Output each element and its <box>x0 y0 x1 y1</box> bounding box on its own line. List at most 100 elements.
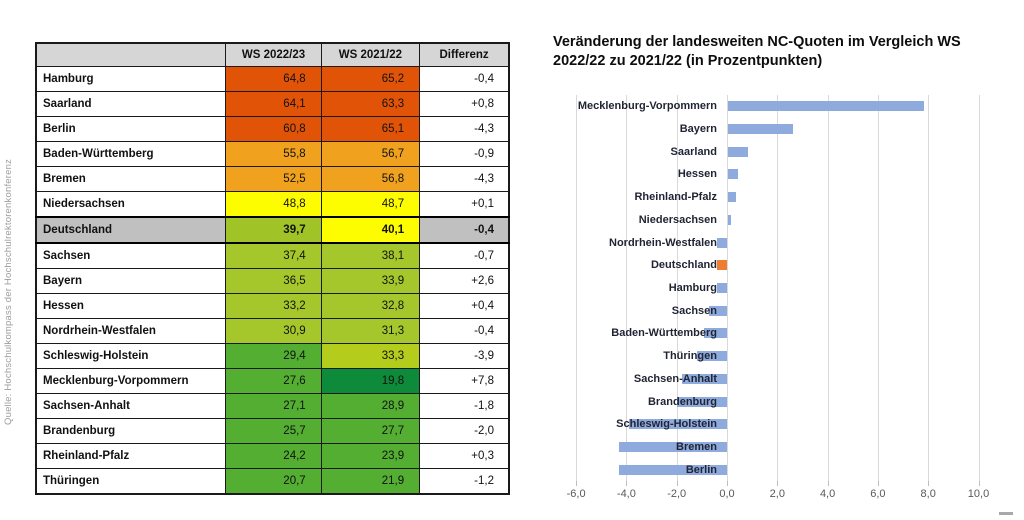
category-label: Hessen <box>677 168 717 181</box>
category-label: Brandenburg <box>647 395 717 408</box>
category-label: Saarland <box>670 145 717 158</box>
differenz-value-cell: -0,4 <box>419 318 510 344</box>
category-label: Bayern <box>679 123 717 136</box>
bar-chart-plot: -6,0 -4,0 -2,0 0,0 2,0 4,0 6,0 8,0 10,0 Mecklenbu… <box>553 95 1023 500</box>
bar-sachsen <box>709 305 727 316</box>
nc-table-body: Hamburg 64,8 65,2 -0,4 Saarland 64,1 63,3 +0,8 B… <box>35 66 510 495</box>
ws2021-22-value-cell: 33,3 <box>320 343 421 369</box>
axis-tick <box>676 481 678 486</box>
ws2021-22-value-cell: 48,7 <box>320 191 421 218</box>
table-row: Saarland 64,1 63,3 +0,8 <box>35 91 510 117</box>
bar-saarland <box>728 146 749 157</box>
category-label: Deutschland <box>650 259 717 272</box>
ws2022-23-value-cell: 39,7 <box>225 216 322 244</box>
bar-rheinland-pfalz <box>728 192 736 203</box>
differenz-value-cell: -4,3 <box>419 116 510 142</box>
gridline <box>978 95 980 481</box>
ws2022-23-value-cell: 55,8 <box>225 141 322 167</box>
x-axis-tick-label: -4,0 <box>616 488 636 500</box>
table-row: Bremen 52,5 56,8 -4,3 <box>35 166 510 192</box>
ws2022-23-value-cell: 24,2 <box>225 443 322 469</box>
axis-tick <box>576 481 578 486</box>
x-axis-tick-label: 2,0 <box>769 488 785 500</box>
column-header-state <box>35 42 227 67</box>
category-label: Bremen <box>676 440 717 453</box>
column-header-ws2021-22: WS 2021/22 <box>320 42 421 67</box>
axis-tick <box>777 481 779 486</box>
gridline <box>928 95 930 481</box>
axis-tick <box>928 481 930 486</box>
nc-quota-table: WS 2022/23 WS 2021/22 Differenz Hamburg 6… <box>35 42 510 495</box>
state-name-cell: Schleswig-Holstein <box>35 343 227 369</box>
table-row: Rheinland-Pfalz 24,2 23,9 +0,3 <box>35 443 510 469</box>
state-name-cell: Bayern <box>35 268 227 294</box>
state-name-cell: Rheinland-Pfalz <box>35 443 227 469</box>
source-note: Quelle: Hochschulkompass der Hochschulre… <box>3 158 14 426</box>
ws2022-23-value-cell: 64,8 <box>225 66 322 92</box>
ws2022-23-value-cell: 36,5 <box>225 268 322 294</box>
category-label: Schleswig-Holstein <box>616 418 717 431</box>
x-axis-tick-label: 0,0 <box>719 488 735 500</box>
category-label: Baden-Württemberg <box>611 327 717 340</box>
table-row: Sachsen 37,4 38,1 -0,7 <box>35 242 510 269</box>
legend-fragment <box>999 512 1013 515</box>
state-name-cell: Berlin <box>35 116 227 142</box>
differenz-value-cell: -0,7 <box>419 242 510 269</box>
bar-bremen <box>618 441 727 452</box>
state-name-cell: Saarland <box>35 91 227 117</box>
gridline <box>727 95 728 481</box>
bar-niedersachsen <box>728 214 731 225</box>
bar-schleswig-holstein <box>628 419 727 430</box>
differenz-value-cell: +7,8 <box>419 368 510 394</box>
table-row: Baden-Württemberg 55,8 56,7 -0,9 <box>35 141 510 167</box>
table-row: Berlin 60,8 65,1 -4,3 <box>35 116 510 142</box>
category-label: Thüringen <box>663 350 717 363</box>
differenz-value-cell: -4,3 <box>419 166 510 192</box>
ws2021-22-value-cell: 21,9 <box>320 468 421 495</box>
ws2021-22-value-cell: 19,8 <box>320 368 421 394</box>
table-row: Sachsen-Anhalt 27,1 28,9 -1,8 <box>35 393 510 419</box>
axis-tick <box>978 481 980 486</box>
x-axis-tick-label: 6,0 <box>870 488 886 500</box>
state-name-cell: Sachsen-Anhalt <box>35 393 227 419</box>
table-row: Niedersachsen 48,8 48,7 +0,1 <box>35 191 510 218</box>
gridline <box>576 95 578 481</box>
table-row: Brandenburg 25,7 27,7 -2,0 <box>35 418 510 444</box>
category-label: Sachsen <box>671 304 717 317</box>
state-name-cell: Brandenburg <box>35 418 227 444</box>
table-row: Schleswig-Holstein 29,4 33,3 -3,9 <box>35 343 510 369</box>
ws2021-22-value-cell: 63,3 <box>320 91 421 117</box>
ws2022-23-value-cell: 27,1 <box>225 393 322 419</box>
table-row: Hessen 33,2 32,8 +0,4 <box>35 293 510 319</box>
state-name-cell: Baden-Württemberg <box>35 141 227 167</box>
ws2022-23-value-cell: 33,2 <box>225 293 322 319</box>
differenz-value-cell: -0,4 <box>419 216 510 244</box>
axis-tick <box>626 481 628 486</box>
category-label: Nordrhein-Westfalen <box>609 236 717 249</box>
table-row: Hamburg 64,8 65,2 -0,4 <box>35 66 510 92</box>
differenz-value-cell: -1,8 <box>419 393 510 419</box>
table-header-row: WS 2022/23 WS 2021/22 Differenz <box>35 42 510 67</box>
bar-mecklenburg-vorpommern <box>728 101 925 112</box>
differenz-value-cell: +0,4 <box>419 293 510 319</box>
table-row: Mecklenburg-Vorpommern 27,6 19,8 +7,8 <box>35 368 510 394</box>
differenz-value-cell: +2,6 <box>419 268 510 294</box>
ws2022-23-value-cell: 60,8 <box>225 116 322 142</box>
gridline <box>827 95 829 481</box>
state-name-cell: Thüringen <box>35 468 227 495</box>
ws2021-22-value-cell: 38,1 <box>320 242 421 269</box>
ws2022-23-value-cell: 20,7 <box>225 468 322 495</box>
category-label: Hamburg <box>668 281 717 294</box>
ws2022-23-value-cell: 29,4 <box>225 343 322 369</box>
bar-th-ringen <box>696 351 727 362</box>
state-name-cell: Deutschland <box>35 216 227 244</box>
gridline <box>777 95 779 481</box>
ws2021-22-value-cell: 32,8 <box>320 293 421 319</box>
category-label: Niedersachsen <box>638 213 717 226</box>
differenz-value-cell: +0,3 <box>419 443 510 469</box>
category-label: Sachsen-Anhalt <box>633 372 717 385</box>
bar-bayern <box>728 124 794 135</box>
bar-deutschland <box>716 260 727 271</box>
x-axis-tick-label: 4,0 <box>819 488 836 500</box>
column-header-ws2022-23: WS 2022/23 <box>225 42 322 67</box>
